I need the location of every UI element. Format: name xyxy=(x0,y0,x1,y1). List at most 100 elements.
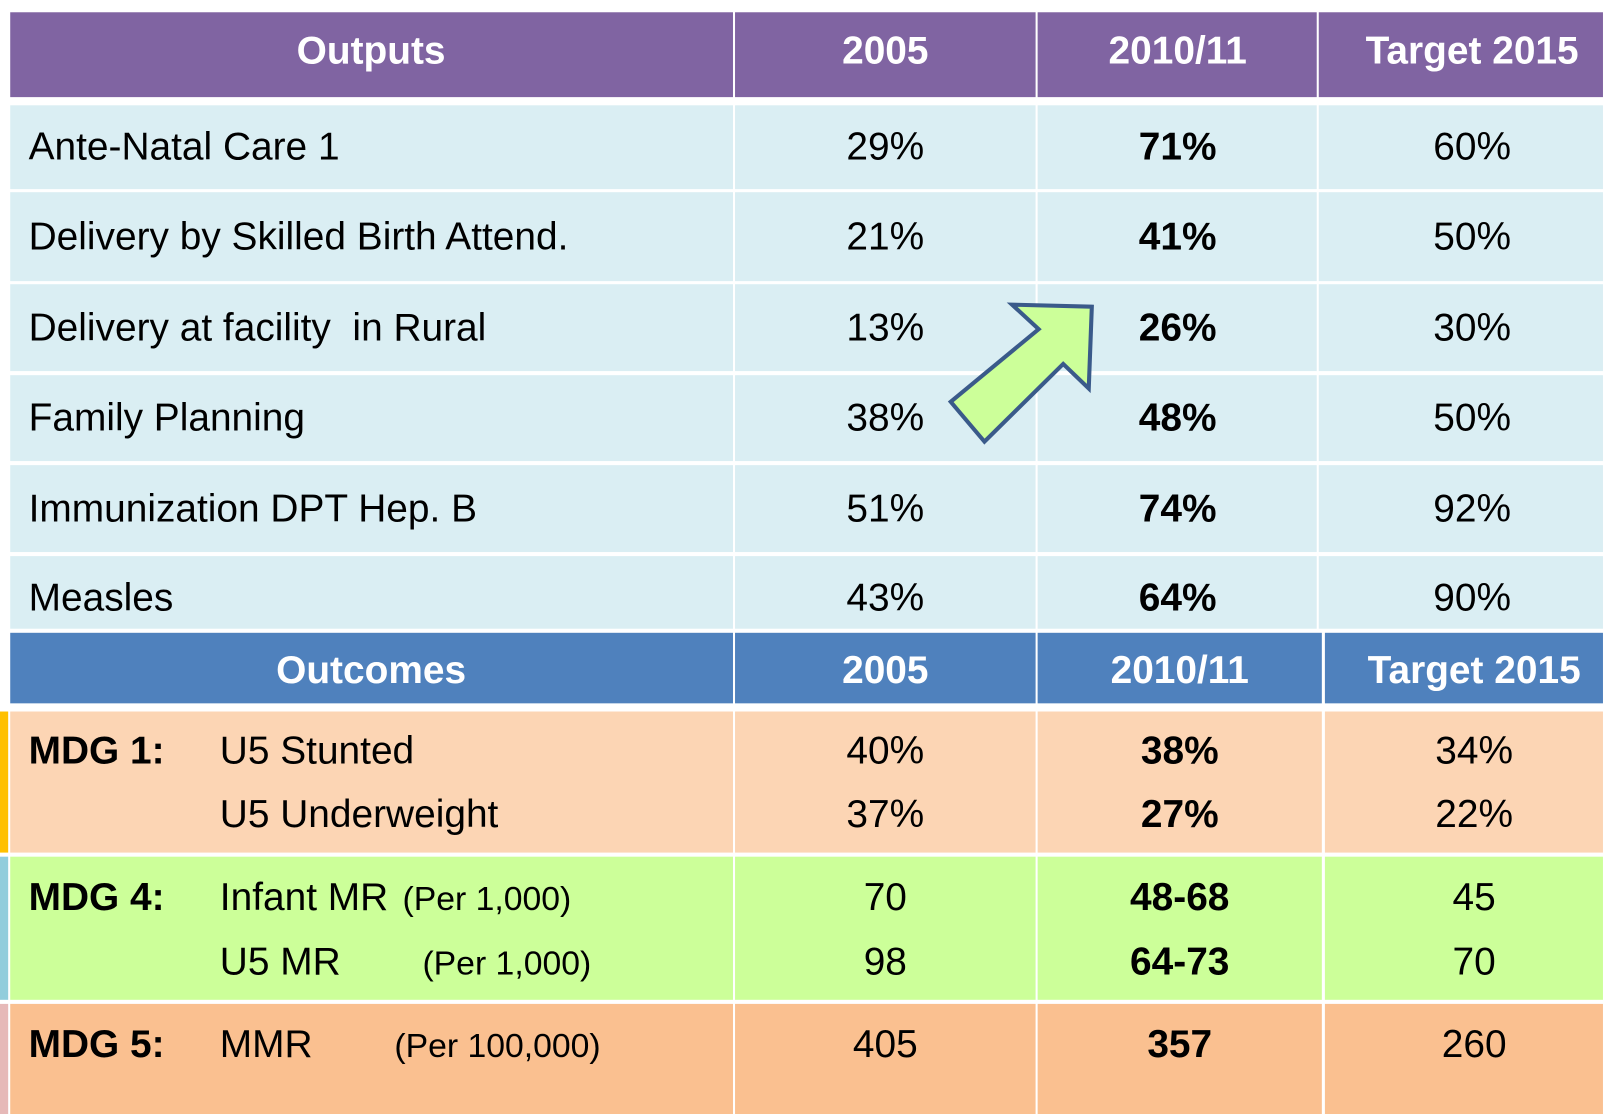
outcome-value: 27% xyxy=(1140,793,1219,837)
cell-bg xyxy=(735,556,1036,629)
cell-bg xyxy=(1324,632,1603,704)
cell-bg xyxy=(0,1003,9,1114)
row-value: 64% xyxy=(1138,576,1217,620)
cell-bg xyxy=(735,12,1036,98)
cell-bg xyxy=(1318,105,1603,190)
row-label: Family Planning xyxy=(28,396,305,440)
outcome-value: 98 xyxy=(863,940,907,984)
row-label: Immunization DPT Hep. B xyxy=(28,487,477,531)
line-label: U5 Stunted xyxy=(219,729,415,773)
outcome-value: 405 xyxy=(852,1023,918,1067)
cell-bg xyxy=(1318,375,1603,462)
row-value: 30% xyxy=(1433,306,1511,350)
cell-bg xyxy=(1318,12,1603,98)
cell-bg xyxy=(1324,1003,1603,1114)
line-label: Infant MR xyxy=(219,876,389,920)
cell-bg xyxy=(10,632,733,704)
cell-bg xyxy=(1037,375,1317,462)
header-cell: 2010/11 xyxy=(1110,649,1249,693)
outcome-value: 64-73 xyxy=(1130,940,1230,984)
cell-bg xyxy=(0,711,9,853)
row-value: 71% xyxy=(1138,125,1217,169)
outcome-value: 40% xyxy=(846,729,925,773)
cell-bg xyxy=(735,465,1036,553)
line-label-box: MMR (Per 100,000) xyxy=(220,1025,601,1064)
cell-bg xyxy=(10,12,733,98)
cell-bg xyxy=(1037,192,1317,282)
header-cell: Outcomes xyxy=(276,649,467,693)
unit-label: (Per 1,000) xyxy=(422,943,592,982)
outcome-value: 357 xyxy=(1147,1023,1213,1067)
row-value: 90% xyxy=(1433,576,1511,620)
goal-label: MDG 5: xyxy=(28,1023,165,1067)
cell-bg xyxy=(10,284,733,372)
outcome-value: 38% xyxy=(1140,729,1219,773)
goal-label: MDG 4: xyxy=(28,876,165,920)
cell-bg xyxy=(10,465,733,553)
line-label-box: U5 Underweight xyxy=(220,795,499,834)
row-value: 74% xyxy=(1138,487,1217,531)
row-label: Delivery at facility in Rural xyxy=(28,306,487,350)
cell-bg xyxy=(1318,284,1603,372)
cell-bg xyxy=(735,192,1036,282)
row-value: 60% xyxy=(1433,125,1511,169)
goal-label: MDG 1: xyxy=(28,729,165,773)
cell-bg xyxy=(1037,632,1322,704)
cell-bg xyxy=(735,711,1036,853)
row-value: 51% xyxy=(846,487,925,531)
row-value: 92% xyxy=(1433,487,1511,531)
cell-bg xyxy=(1037,711,1322,853)
line-label-box: Infant MR (Per 1,000) xyxy=(220,878,571,917)
cell-bg xyxy=(1037,1003,1322,1114)
outcome-value: 45 xyxy=(1452,876,1496,920)
cell-bg xyxy=(10,711,733,853)
header-cell: 2005 xyxy=(842,29,929,73)
line-label: MMR xyxy=(219,1023,313,1067)
line-label-box: U5 MR (Per 1,000) xyxy=(220,943,591,982)
cell-bg xyxy=(0,856,9,1000)
cell-bg xyxy=(1037,856,1322,1000)
cell-bg xyxy=(10,556,733,629)
line-label: U5 MR xyxy=(219,940,341,984)
cell-bg xyxy=(735,632,1036,704)
cell-bg xyxy=(1318,465,1603,553)
row-value: 43% xyxy=(846,576,925,620)
cell-bg xyxy=(735,105,1036,190)
row-value: 29% xyxy=(846,125,925,169)
cell-bg xyxy=(735,1003,1036,1114)
outcome-value: 260 xyxy=(1441,1023,1507,1067)
row-value: 41% xyxy=(1138,215,1217,259)
cell-bg xyxy=(1037,556,1317,629)
outcome-value: 70 xyxy=(863,876,907,920)
row-value: 50% xyxy=(1433,215,1511,259)
cell-bg xyxy=(10,1003,733,1114)
header-cell: 2010/11 xyxy=(1108,29,1247,73)
outcome-value: 70 xyxy=(1452,940,1496,984)
row-label: Measles xyxy=(28,576,174,620)
outcome-value: 48-68 xyxy=(1130,876,1230,920)
row-value: 48% xyxy=(1138,396,1217,440)
row-label: Delivery by Skilled Birth Attend. xyxy=(28,215,569,259)
unit-label: (Per 1,000) xyxy=(402,879,572,918)
outcome-value: 34% xyxy=(1435,729,1514,773)
row-value: 21% xyxy=(846,215,925,259)
outcome-value: 37% xyxy=(846,793,925,837)
row-value: 50% xyxy=(1433,396,1511,440)
line-label: U5 Underweight xyxy=(219,793,499,837)
cell-bg xyxy=(1324,711,1603,853)
cell-bg xyxy=(10,856,733,1000)
cell-bg xyxy=(1318,192,1603,282)
header-cell: Target 2015 xyxy=(1367,649,1581,693)
cell-bg xyxy=(735,284,1036,372)
header-cell: Target 2015 xyxy=(1365,29,1579,73)
row-value: 26% xyxy=(1138,306,1217,350)
cell-bg xyxy=(10,375,733,462)
line-label-box: U5 Stunted xyxy=(220,732,414,771)
up-arrow xyxy=(947,302,1094,445)
cell-bg xyxy=(1037,105,1317,190)
cell-bg xyxy=(1324,856,1603,1000)
cell-bg xyxy=(735,856,1036,1000)
cell-bg xyxy=(10,105,733,190)
